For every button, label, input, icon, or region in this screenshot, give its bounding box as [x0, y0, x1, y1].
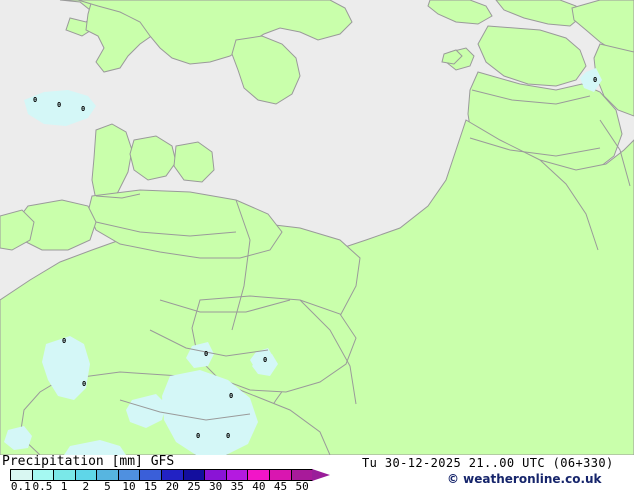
legend-swatch-5 — [97, 470, 119, 480]
precip-slovakia — [186, 342, 214, 368]
land-hiiumaa — [441, 49, 463, 65]
legend-tick-50: 50 — [295, 480, 309, 490]
legend-colorbar-wrapper — [10, 469, 330, 481]
legend-swatch-10 — [118, 470, 141, 480]
precip-baltic-spot — [580, 68, 602, 92]
legend-tick-0.5: 0.5 — [32, 480, 53, 490]
border-pl-ua — [299, 299, 357, 405]
land-finland-ne — [495, 0, 583, 27]
precip-alps-small — [4, 426, 32, 450]
legend-tick-labels: 0.1 0.5 1 2 5 10 15 20 25 30 35 40 45 50 — [0, 481, 340, 490]
copyright-notice: © weatheronline.co.uk — [447, 472, 602, 486]
legend-tick-1: 1 — [60, 480, 68, 490]
legend-swatch-0.5 — [32, 470, 55, 480]
border-at-hu — [119, 399, 251, 421]
precip-north-sea — [24, 90, 96, 126]
legend-swatch-35 — [226, 470, 249, 480]
land-benelux-west — [0, 209, 35, 251]
legend-swatch-0.1 — [11, 470, 33, 480]
legend-swatch-30 — [205, 470, 227, 480]
land-sweden-south — [231, 35, 301, 105]
forecast-timestamp: Tu 30-12-2025 21..00 UTC (06+330) — [362, 456, 614, 470]
border-pl-cz — [159, 299, 291, 313]
border-lt-by — [539, 159, 599, 251]
legend-tick-20: 20 — [165, 480, 179, 490]
border-de-pl — [231, 199, 251, 331]
land-denmark-islands — [129, 135, 177, 181]
legend-title: Precipitation [mm] GFS — [2, 454, 175, 469]
precipitation-layer — [4, 68, 602, 455]
land-russia-ne — [593, 43, 634, 117]
border-by-ru — [599, 119, 631, 187]
legend-swatch-1 — [54, 470, 76, 480]
legend-tick-0.1: 0.1 — [10, 480, 31, 490]
map-canvas[interactable] — [0, 0, 634, 455]
land-germany-north — [87, 189, 283, 259]
border-lv-lt — [469, 137, 601, 157]
land-zealand — [173, 141, 215, 183]
precip-bavaria — [126, 394, 166, 428]
legend-swatch-45 — [269, 470, 292, 480]
land-finland-nw — [427, 0, 493, 25]
legend-tick-25: 25 — [187, 480, 201, 490]
precip-czech — [64, 440, 126, 455]
legend-swatch-40 — [248, 470, 270, 480]
legend-swatch-25 — [183, 470, 206, 480]
border-layer — [95, 89, 631, 421]
legend-tick-10: 10 — [122, 480, 136, 490]
legend-swatch-50 — [291, 470, 313, 480]
border-dk-de — [95, 193, 141, 199]
land-estonia — [477, 25, 587, 87]
legend-tick-45: 45 — [273, 480, 288, 490]
legend-tick-2: 2 — [82, 480, 90, 490]
land-jutland — [91, 123, 133, 207]
precip-hungary — [162, 370, 258, 455]
legend-swatch-15 — [140, 470, 163, 480]
precip-ukraine-spot — [252, 354, 278, 376]
legend-tick-40: 40 — [252, 480, 266, 490]
legend-overflow-arrow-icon — [312, 469, 330, 481]
precip-alps-west — [42, 336, 90, 400]
legend-swatch-20 — [162, 470, 184, 480]
landmass-layer — [0, 0, 634, 455]
legend-tick-35: 35 — [230, 480, 244, 490]
legend-tick-5: 5 — [104, 480, 111, 490]
border-de-inner — [95, 221, 237, 237]
legend-tick-30: 30 — [208, 480, 223, 490]
map-footer: Precipitation [mm] GFS 0.1 0.5 1 2 5 10 15 20 25… — [0, 454, 634, 490]
border-ee-lv — [471, 89, 591, 105]
legend-colorbar[interactable] — [10, 469, 313, 481]
precipitation-map[interactable]: 0 0 0 0 0 0 0 0 0 0 0 — [0, 0, 634, 455]
legend-swatch-2 — [75, 470, 98, 480]
border-cz-at — [149, 329, 269, 357]
legend-tick-15: 15 — [144, 480, 158, 490]
